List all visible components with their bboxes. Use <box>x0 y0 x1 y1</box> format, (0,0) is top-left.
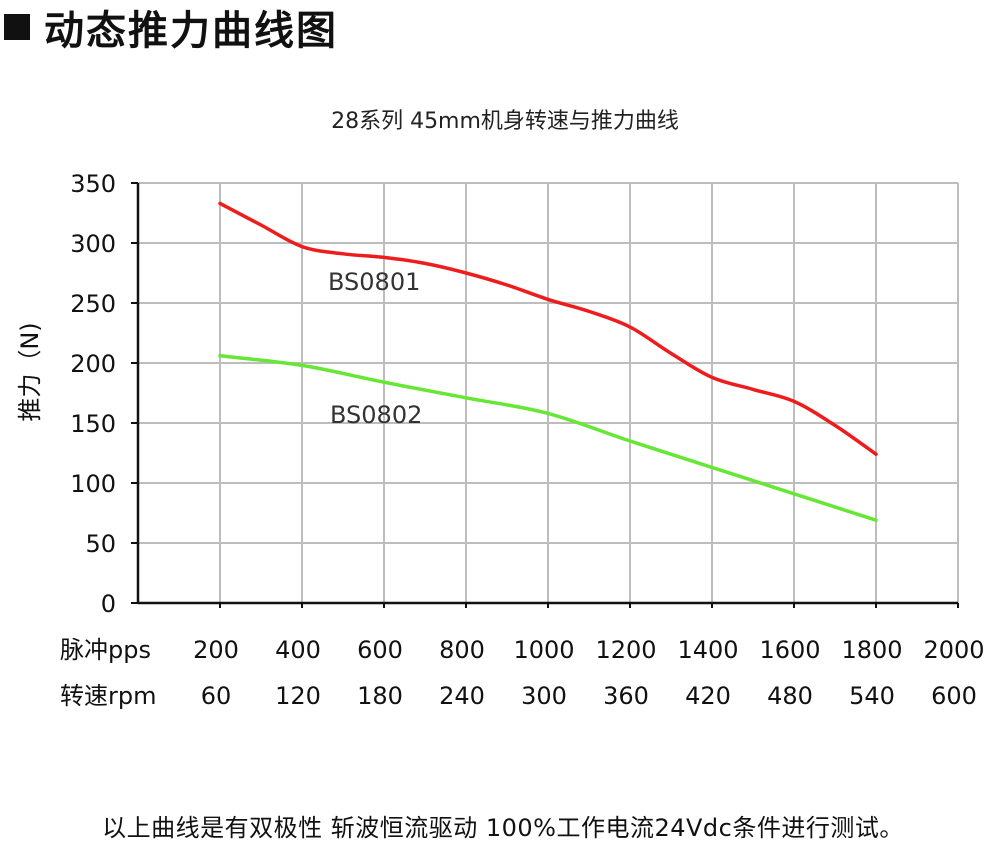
axes <box>131 182 959 608</box>
x-tick-label: 1000 <box>513 636 574 664</box>
heading-square-icon <box>4 14 30 40</box>
x-tick-label: 200 <box>193 636 239 664</box>
x-tick-label: 1800 <box>841 636 902 664</box>
y-tick-label: 100 <box>70 470 116 498</box>
series-line-bs0801 <box>218 201 878 456</box>
x-row-label: 脉冲pps <box>60 636 151 664</box>
x-tick-label: 1600 <box>759 636 820 664</box>
thrust-chart: 28系列 45mm机身转速与推力曲线 0 50 100 150 200 250 300 350… <box>16 109 985 710</box>
y-tick-label: 50 <box>85 530 116 558</box>
chart-title: 28系列 45mm机身转速与推力曲线 <box>331 109 679 134</box>
series-labels: BS0801 BS0802 <box>328 268 422 429</box>
x-tick-label: 800 <box>439 636 485 664</box>
x-tick-label: 120 <box>275 682 321 710</box>
x-tick-label: 1200 <box>595 636 656 664</box>
series-line-bs0802 <box>218 354 878 522</box>
x-row-label: 转速rpm <box>60 682 156 710</box>
page-heading-text: 动态推力曲线图 <box>44 8 338 54</box>
test-condition-note: 以上曲线是有双极性 斩波恒流驱动 100%工作电流24Vdc条件进行测试。 <box>102 814 904 842</box>
grid-lines <box>138 182 959 603</box>
page-heading: 动态推力曲线图 <box>2 2 338 54</box>
x-tick-label: 1400 <box>677 636 738 664</box>
series-label-bs0801: BS0801 <box>328 268 420 296</box>
series-lines <box>218 201 878 522</box>
y-tick-label: 250 <box>70 290 116 318</box>
y-tick-label: 150 <box>70 410 116 438</box>
x-tick-label: 540 <box>849 682 895 710</box>
y-tick-label: 300 <box>70 230 116 258</box>
x-tick-rows: 脉冲pps 200 400 600 800 1000 1200 1400 1600 1800 200… <box>60 636 985 710</box>
y-tick-label: 0 <box>101 590 116 618</box>
y-tick-labels: 0 50 100 150 200 250 300 350 <box>70 170 116 618</box>
x-tick-label: 360 <box>603 682 649 710</box>
x-tick-label: 600 <box>931 682 977 710</box>
series-label-bs0802: BS0802 <box>330 401 422 429</box>
x-tick-label: 2000 <box>923 636 984 664</box>
x-tick-label: 300 <box>521 682 567 710</box>
y-tick-label: 200 <box>70 350 116 378</box>
x-tick-label: 420 <box>685 682 731 710</box>
x-tick-label: 60 <box>201 682 232 710</box>
x-tick-label: 240 <box>439 682 485 710</box>
x-tick-label: 480 <box>767 682 813 710</box>
x-tick-label: 180 <box>357 682 403 710</box>
y-axis-label: 推力（N) <box>16 322 44 421</box>
x-tick-label: 600 <box>357 636 403 664</box>
y-tick-label: 350 <box>70 170 116 198</box>
x-tick-label: 400 <box>275 636 321 664</box>
